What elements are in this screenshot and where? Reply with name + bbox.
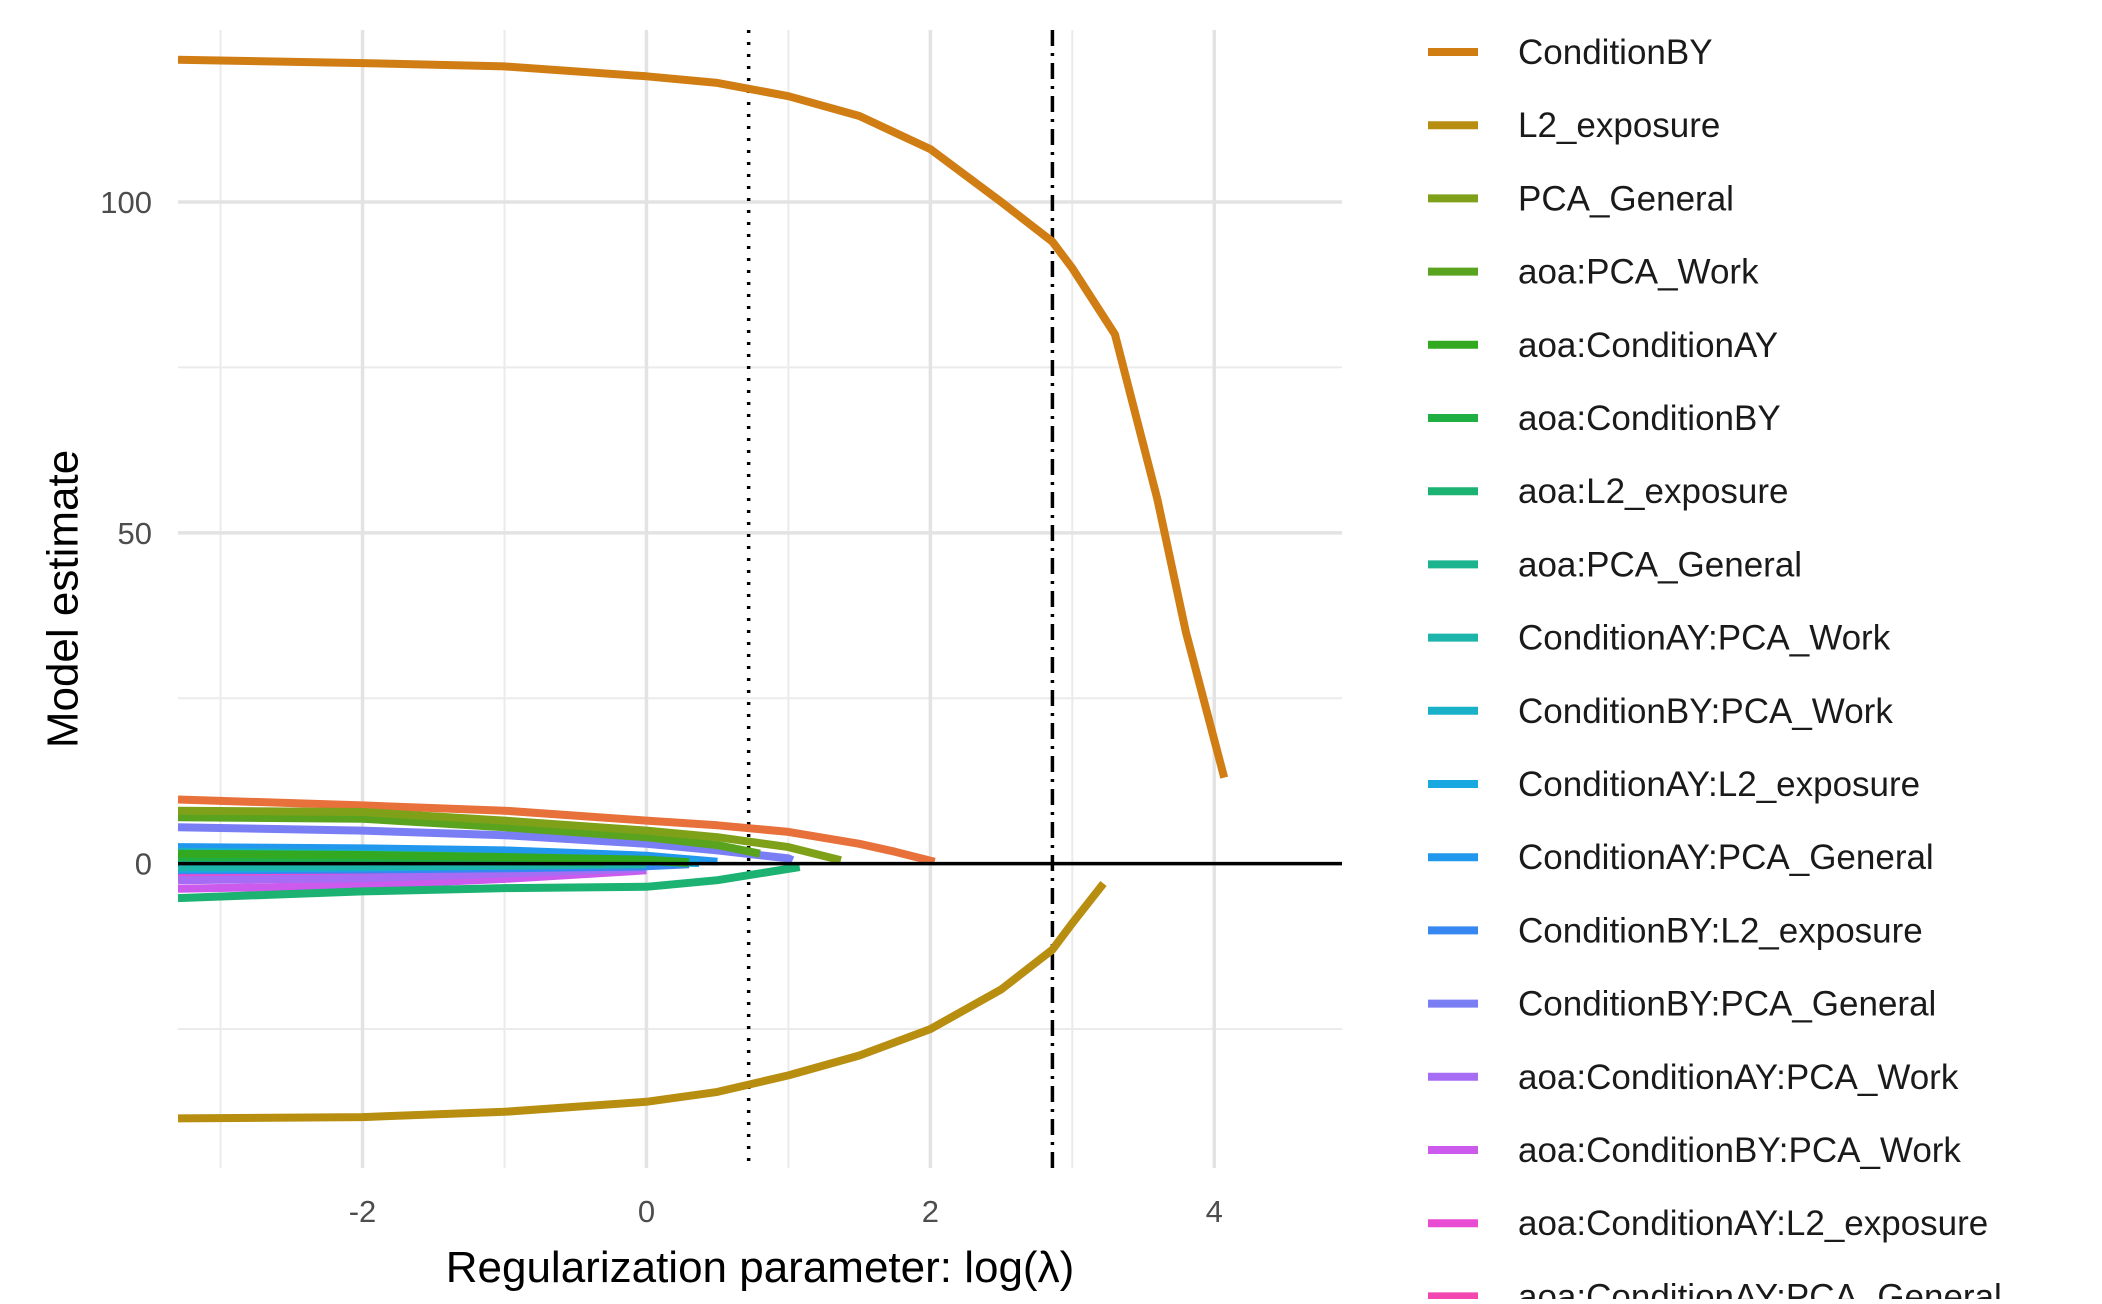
series-line: [177, 881, 1107, 1123]
legend-label: ConditionBY: [1518, 33, 1713, 72]
legend-label: aoa:PCA_Work: [1518, 253, 1759, 292]
legend-label: aoa:L2_exposure: [1518, 472, 1789, 511]
series-line: [177, 823, 795, 864]
series-lines: [177, 55, 1342, 1123]
legend-label: aoa:ConditionBY: [1518, 399, 1781, 438]
series-line: [177, 55, 1229, 779]
axes: -2 0 2 4 0 50 100: [100, 185, 1223, 1229]
series-line: [177, 863, 801, 903]
x-tick-label: -2: [349, 1194, 377, 1229]
y-tick-label: 100: [100, 185, 152, 220]
reference-lines: [746, 30, 1055, 1168]
legend-label: ConditionBY:L2_exposure: [1518, 911, 1923, 950]
x-tick-label: 4: [1206, 1194, 1223, 1229]
grid-lines: [178, 30, 1342, 1168]
legend: ConditionBY L2_exposure PCA_General aoa:PCA…: [1428, 33, 2002, 1304]
legend-label: ConditionAY:PCA_General: [1518, 838, 1934, 877]
legend-label: ConditionBY:PCA_General: [1518, 985, 1936, 1024]
y-axis-title: Model estimate: [38, 450, 87, 748]
legend-label: aoa:ConditionAY: [1518, 326, 1778, 365]
legend-label: aoa:PCA_General: [1518, 545, 1802, 584]
legend-label: PCA_General: [1518, 179, 1734, 218]
series-line: [177, 795, 936, 866]
legend-label: ConditionBY:PCA_Work: [1518, 692, 1893, 731]
legend-label: ConditionAY:L2_exposure: [1518, 765, 1920, 804]
legend-label: aoa:ConditionBY:PCA_Work: [1518, 1131, 1961, 1170]
x-tick-label: 0: [638, 1194, 655, 1229]
y-tick-label: 0: [135, 847, 152, 882]
legend-label: aoa:ConditionAY:L2_exposure: [1518, 1204, 1988, 1243]
legend-label: aoa:ConditionAY:PCA_General: [1518, 1277, 2002, 1299]
y-tick-label: 50: [118, 516, 152, 551]
x-tick-label: 2: [922, 1194, 939, 1229]
legend-label: ConditionAY:PCA_Work: [1518, 619, 1891, 658]
series-line: [177, 813, 761, 858]
series-line: [177, 806, 842, 865]
legend-label: L2_exposure: [1518, 106, 1720, 145]
series-line: [177, 849, 690, 867]
legend-label: aoa:ConditionAY:PCA_Work: [1518, 1058, 1959, 1097]
x-axis-title: Regularization parameter: log(λ): [446, 1243, 1075, 1292]
